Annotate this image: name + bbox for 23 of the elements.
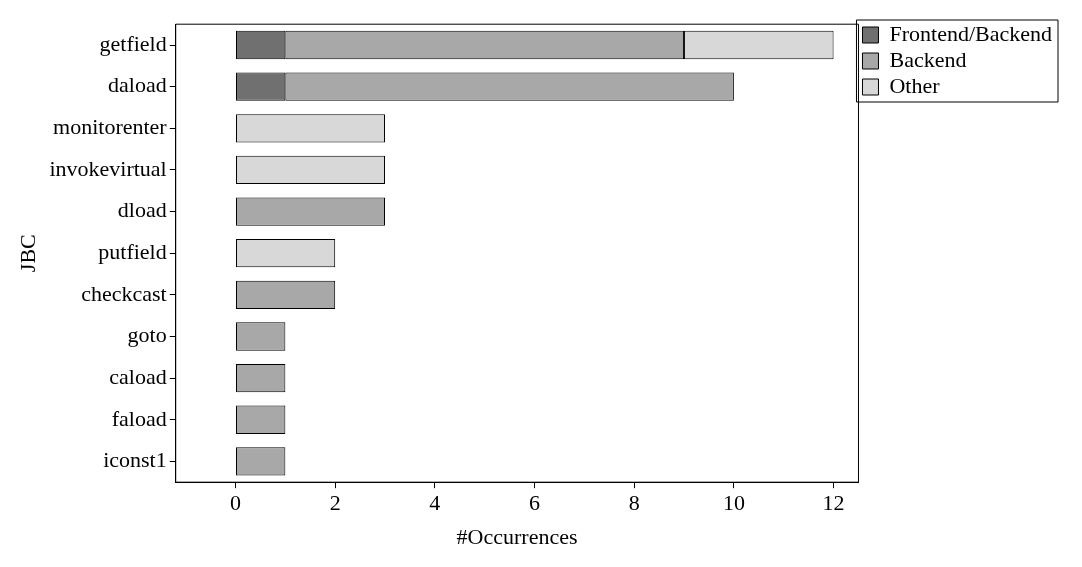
x-tick-label: 6 — [529, 490, 541, 516]
x-tick-label: 0 — [230, 490, 242, 516]
x-tick-label: 4 — [429, 490, 441, 516]
legend-label: Frontend/Backend — [889, 20, 1053, 46]
x-tick-label: 12 — [822, 490, 845, 516]
x-axis-title: #Occurrences — [456, 523, 578, 549]
legend-label: Other — [889, 72, 941, 98]
y-tick-label: putfield — [98, 238, 167, 264]
y-tick-label: dload — [117, 197, 167, 223]
y-tick-label: iconst1 — [103, 447, 167, 473]
y-tick-label: daload — [108, 72, 167, 98]
y-tick-label: monitorenter — [53, 114, 168, 140]
y-tick-label: getfield — [99, 30, 167, 56]
x-tick-label: 2 — [329, 490, 341, 516]
y-tick-label: caload — [109, 363, 167, 389]
y-axis-title: JBC — [14, 234, 40, 273]
y-tick-label: goto — [127, 322, 167, 348]
x-tick-label: 10 — [722, 490, 745, 516]
y-tick-label: invokevirtual — [49, 155, 167, 181]
y-tick-label: faload — [111, 405, 167, 431]
y-tick-label: checkcast — [81, 280, 167, 306]
x-tick-label: 8 — [628, 490, 640, 516]
legend-label: Backend — [889, 46, 967, 72]
